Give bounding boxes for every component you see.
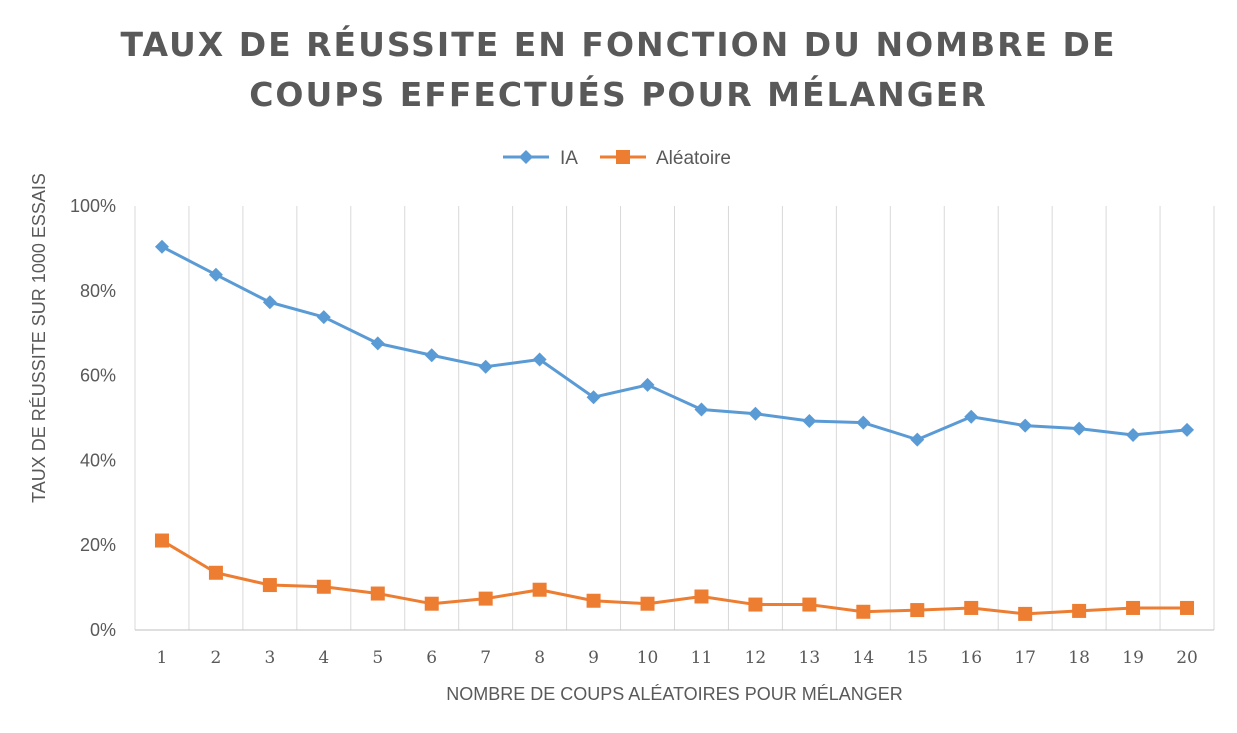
data-point <box>586 390 601 405</box>
data-point <box>1180 600 1195 615</box>
x-tick-label: 14 <box>853 648 875 668</box>
data-point <box>1072 603 1087 618</box>
data-point <box>208 565 223 580</box>
data-point <box>640 596 655 611</box>
x-tick-label: 5 <box>372 648 383 668</box>
data-point <box>370 586 385 601</box>
x-tick-label: 17 <box>1014 648 1036 668</box>
data-point <box>694 589 709 604</box>
series-line <box>161 539 1188 616</box>
x-tick-label: 10 <box>637 648 659 668</box>
data-point <box>964 600 979 615</box>
data-point <box>640 377 655 392</box>
data-point <box>370 336 385 351</box>
chart-title-line-2: COUPS EFFECTUÉS POUR MÉLANGER <box>249 75 988 114</box>
data-point <box>316 310 331 325</box>
data-point <box>910 603 925 618</box>
x-tick-label: 4 <box>318 648 329 668</box>
legend-entry-1: Aléatoire <box>600 148 731 169</box>
data-point <box>532 582 547 597</box>
y-tick-label: 100% <box>70 196 116 216</box>
data-point <box>748 406 763 421</box>
y-tick-label: 0% <box>90 620 116 640</box>
y-tick-labels: 0% 20% 40% 60% 80% 100% <box>70 196 116 640</box>
x-tick-label: 16 <box>960 648 982 668</box>
data-point <box>1072 421 1087 436</box>
data-point <box>1126 600 1141 615</box>
series-line <box>161 245 1188 442</box>
legend-marker <box>616 150 630 164</box>
x-tick-label: 19 <box>1122 648 1144 668</box>
data-point <box>586 593 601 608</box>
y-tick-label: 40% <box>80 450 116 470</box>
data-point <box>1180 422 1195 437</box>
data-point <box>154 533 169 548</box>
legend-entry-0: IA <box>503 148 578 169</box>
series-1 <box>154 533 1195 621</box>
data-point <box>262 578 277 593</box>
x-tick-label: 8 <box>534 648 545 668</box>
y-axis-title: TAUX DE RÉUSSITE SUR 1000 ESSAIS <box>29 173 49 503</box>
x-tick-label: 3 <box>264 648 275 668</box>
y-tick-label: 20% <box>80 535 116 555</box>
x-tick-label: 13 <box>799 648 821 668</box>
x-tick-label: 7 <box>480 648 491 668</box>
data-point <box>910 432 925 447</box>
gridlines <box>134 206 1215 630</box>
x-tick-label: 12 <box>745 648 767 668</box>
series-0 <box>154 239 1195 447</box>
data-point <box>856 604 871 619</box>
x-tick-label: 15 <box>906 648 928 668</box>
data-point <box>856 415 871 430</box>
data-point <box>154 239 169 254</box>
x-tick-label: 11 <box>691 648 713 668</box>
chart-title-line-1: TAUX DE RÉUSSITE EN FONCTION DU NOMBRE D… <box>120 25 1117 64</box>
data-point <box>208 267 223 282</box>
data-point <box>802 413 817 428</box>
x-axis-title: NOMBRE DE COUPS ALÉATOIRES POUR MÉLANGER <box>446 684 902 704</box>
legend: IA Aléatoire <box>503 148 731 169</box>
data-point <box>532 352 547 367</box>
x-tick-label: 6 <box>426 648 437 668</box>
data-point <box>964 409 979 424</box>
data-point <box>424 596 439 611</box>
chart-title: TAUX DE RÉUSSITE EN FONCTION DU NOMBRE D… <box>0 20 1237 120</box>
data-point <box>478 591 493 606</box>
x-tick-label: 2 <box>211 648 222 668</box>
data-point <box>478 359 493 374</box>
series-layer <box>154 239 1195 621</box>
data-point <box>1126 427 1141 442</box>
legend-label: IA <box>560 148 578 169</box>
legend-marker <box>519 150 533 164</box>
x-tick-label: 18 <box>1068 648 1090 668</box>
y-tick-label: 80% <box>80 281 116 301</box>
data-point <box>316 579 331 594</box>
y-tick-label: 60% <box>80 366 116 386</box>
data-point <box>1018 606 1033 621</box>
legend-label: Aléatoire <box>656 148 731 169</box>
x-tick-label: 20 <box>1176 648 1198 668</box>
x-tick-label: 1 <box>157 648 168 668</box>
x-tick-label: 9 <box>588 648 599 668</box>
x-tick-labels: 1 2 3 4 5 6 7 8 9 10 11 12 13 14 15 16 17 18 19 20 <box>157 648 1198 668</box>
data-point <box>802 597 817 612</box>
data-point <box>694 402 709 417</box>
data-point <box>424 348 439 363</box>
data-point <box>1018 418 1033 433</box>
data-point <box>262 295 277 310</box>
data-point <box>748 597 763 612</box>
